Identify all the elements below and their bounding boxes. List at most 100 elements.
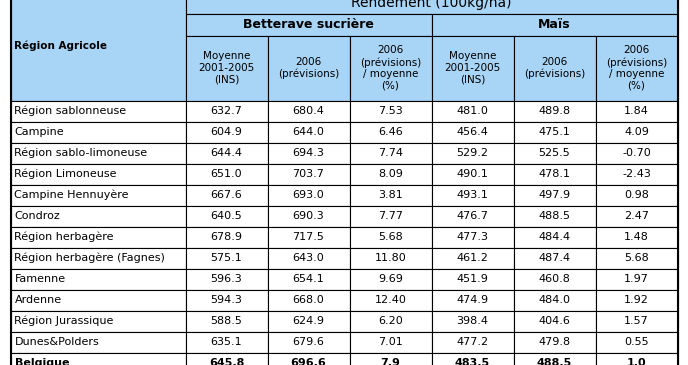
Bar [10, 269, 186, 289]
Text: 645.8: 645.8 [209, 358, 244, 365]
Text: Campine Hennuyère: Campine Hennuyère [14, 190, 129, 200]
Text: 588.5: 588.5 [211, 316, 242, 326]
Text: 1.57: 1.57 [624, 316, 649, 326]
Bar [596, 164, 678, 184]
Text: Condroz: Condroz [14, 211, 61, 221]
Bar [596, 100, 678, 122]
Bar [350, 353, 431, 365]
Bar [186, 353, 268, 365]
Bar [10, 142, 186, 164]
Text: Région Agricole: Région Agricole [14, 41, 107, 51]
Text: 632.7: 632.7 [211, 106, 242, 116]
Text: 475.1: 475.1 [539, 127, 570, 137]
Bar [431, 289, 513, 311]
Text: 624.9: 624.9 [292, 316, 325, 326]
Bar [350, 247, 431, 269]
Text: 644.0: 644.0 [292, 127, 325, 137]
Bar [431, 311, 513, 331]
Bar [596, 227, 678, 247]
Text: 8.09: 8.09 [378, 169, 403, 179]
Text: 703.7: 703.7 [292, 169, 325, 179]
Bar [431, 184, 513, 205]
Text: Dunes&Polders: Dunes&Polders [14, 337, 99, 347]
Text: 12.40: 12.40 [374, 295, 407, 305]
Text: 7.01: 7.01 [378, 337, 403, 347]
Bar [10, 184, 186, 205]
Bar [431, 227, 513, 247]
Text: 484.0: 484.0 [539, 295, 570, 305]
Text: 7.53: 7.53 [378, 106, 403, 116]
Bar [186, 184, 268, 205]
Text: 474.9: 474.9 [456, 295, 488, 305]
Bar [513, 247, 596, 269]
Text: 643.0: 643.0 [292, 253, 324, 263]
Text: 640.5: 640.5 [211, 211, 242, 221]
Text: Ardenne: Ardenne [14, 295, 62, 305]
Text: 694.3: 694.3 [292, 148, 325, 158]
Bar [431, 247, 513, 269]
Bar [596, 142, 678, 164]
Text: 484.4: 484.4 [539, 232, 570, 242]
Bar [186, 247, 268, 269]
Bar [268, 289, 350, 311]
Text: 7.74: 7.74 [378, 148, 403, 158]
Bar [513, 35, 596, 100]
Text: 404.6: 404.6 [539, 316, 570, 326]
Bar [596, 331, 678, 353]
Bar [350, 269, 431, 289]
Text: 644.4: 644.4 [211, 148, 242, 158]
Bar [268, 205, 350, 227]
Bar [596, 205, 678, 227]
Text: 2006
(prévisions)
/ moyenne
(%): 2006 (prévisions) / moyenne (%) [606, 45, 667, 91]
Text: 451.9: 451.9 [457, 274, 488, 284]
Text: 667.6: 667.6 [211, 190, 242, 200]
Text: 678.9: 678.9 [211, 232, 242, 242]
Bar [186, 164, 268, 184]
Bar [268, 35, 350, 100]
Text: 2.47: 2.47 [624, 211, 649, 221]
Bar [513, 289, 596, 311]
Text: 479.8: 479.8 [539, 337, 570, 347]
Bar [268, 331, 350, 353]
Bar [186, 0, 678, 14]
Bar [10, 353, 186, 365]
Bar [268, 164, 350, 184]
Bar [596, 269, 678, 289]
Bar [268, 122, 350, 142]
Text: 596.3: 596.3 [211, 274, 242, 284]
Bar [513, 122, 596, 142]
Bar [186, 205, 268, 227]
Bar [431, 142, 513, 164]
Bar [431, 35, 513, 100]
Text: Région sablo-limoneuse: Région sablo-limoneuse [14, 148, 148, 158]
Text: 1.0: 1.0 [627, 358, 646, 365]
Bar [350, 331, 431, 353]
Bar [186, 227, 268, 247]
Text: 594.3: 594.3 [211, 295, 242, 305]
Bar [10, 100, 186, 122]
Text: 1.97: 1.97 [624, 274, 649, 284]
Bar [186, 289, 268, 311]
Bar [596, 35, 678, 100]
Bar [596, 247, 678, 269]
Text: 11.80: 11.80 [375, 253, 407, 263]
Bar [513, 311, 596, 331]
Text: 483.5: 483.5 [455, 358, 490, 365]
Text: 9.69: 9.69 [378, 274, 403, 284]
Text: 488.5: 488.5 [537, 358, 572, 365]
Text: 0.55: 0.55 [624, 337, 649, 347]
Bar [513, 353, 596, 365]
Text: 2006
(prévisions): 2006 (prévisions) [524, 57, 585, 79]
Text: 525.5: 525.5 [539, 148, 570, 158]
Bar [513, 269, 596, 289]
Text: 696.6: 696.6 [290, 358, 326, 365]
Text: 680.4: 680.4 [292, 106, 325, 116]
Text: 604.9: 604.9 [211, 127, 242, 137]
Bar [513, 227, 596, 247]
Bar [350, 205, 431, 227]
Text: Région sablonneuse: Région sablonneuse [14, 106, 127, 116]
Bar [10, 164, 186, 184]
Text: 398.4: 398.4 [457, 316, 488, 326]
Bar [350, 311, 431, 331]
Bar [350, 164, 431, 184]
